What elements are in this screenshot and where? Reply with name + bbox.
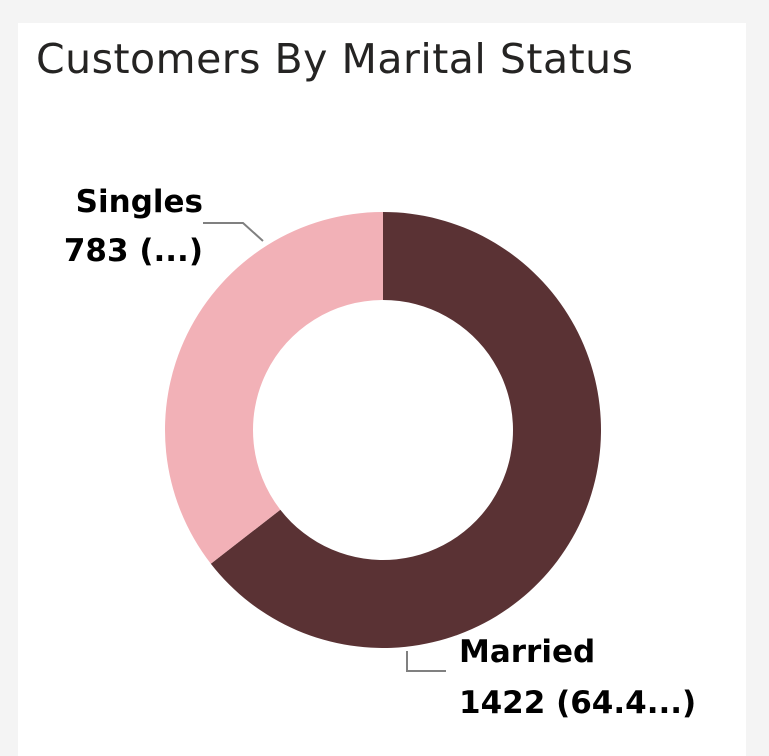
leader-line-married <box>406 651 446 672</box>
donut-slices <box>164 212 601 648</box>
data-label-singles-category: Singles <box>76 184 203 220</box>
leader-line-singles <box>203 222 264 242</box>
chart-card: Customers By Marital Status Singles 783 … <box>18 23 746 756</box>
donut-chart: Singles 783 (...) Married 1422 (64.4...) <box>64 184 696 721</box>
chart-title: Customers By Marital Status <box>36 35 634 83</box>
data-label-married-category: Married <box>459 634 595 670</box>
data-label-singles-value: 783 (...) <box>64 233 203 269</box>
data-label-married-value: 1422 (64.4...) <box>459 685 696 721</box>
slice-singles[interactable] <box>164 212 383 564</box>
slice-married[interactable] <box>210 212 601 648</box>
